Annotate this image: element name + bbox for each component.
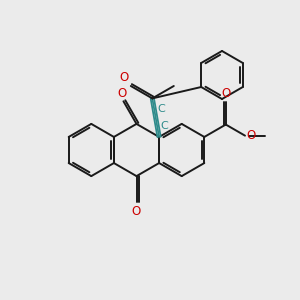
Text: O: O (247, 129, 256, 142)
Text: O: O (221, 87, 230, 100)
Text: C: C (160, 121, 168, 131)
Text: O: O (119, 71, 128, 85)
Text: O: O (132, 205, 141, 218)
Text: O: O (117, 87, 127, 100)
Text: C: C (157, 104, 165, 114)
